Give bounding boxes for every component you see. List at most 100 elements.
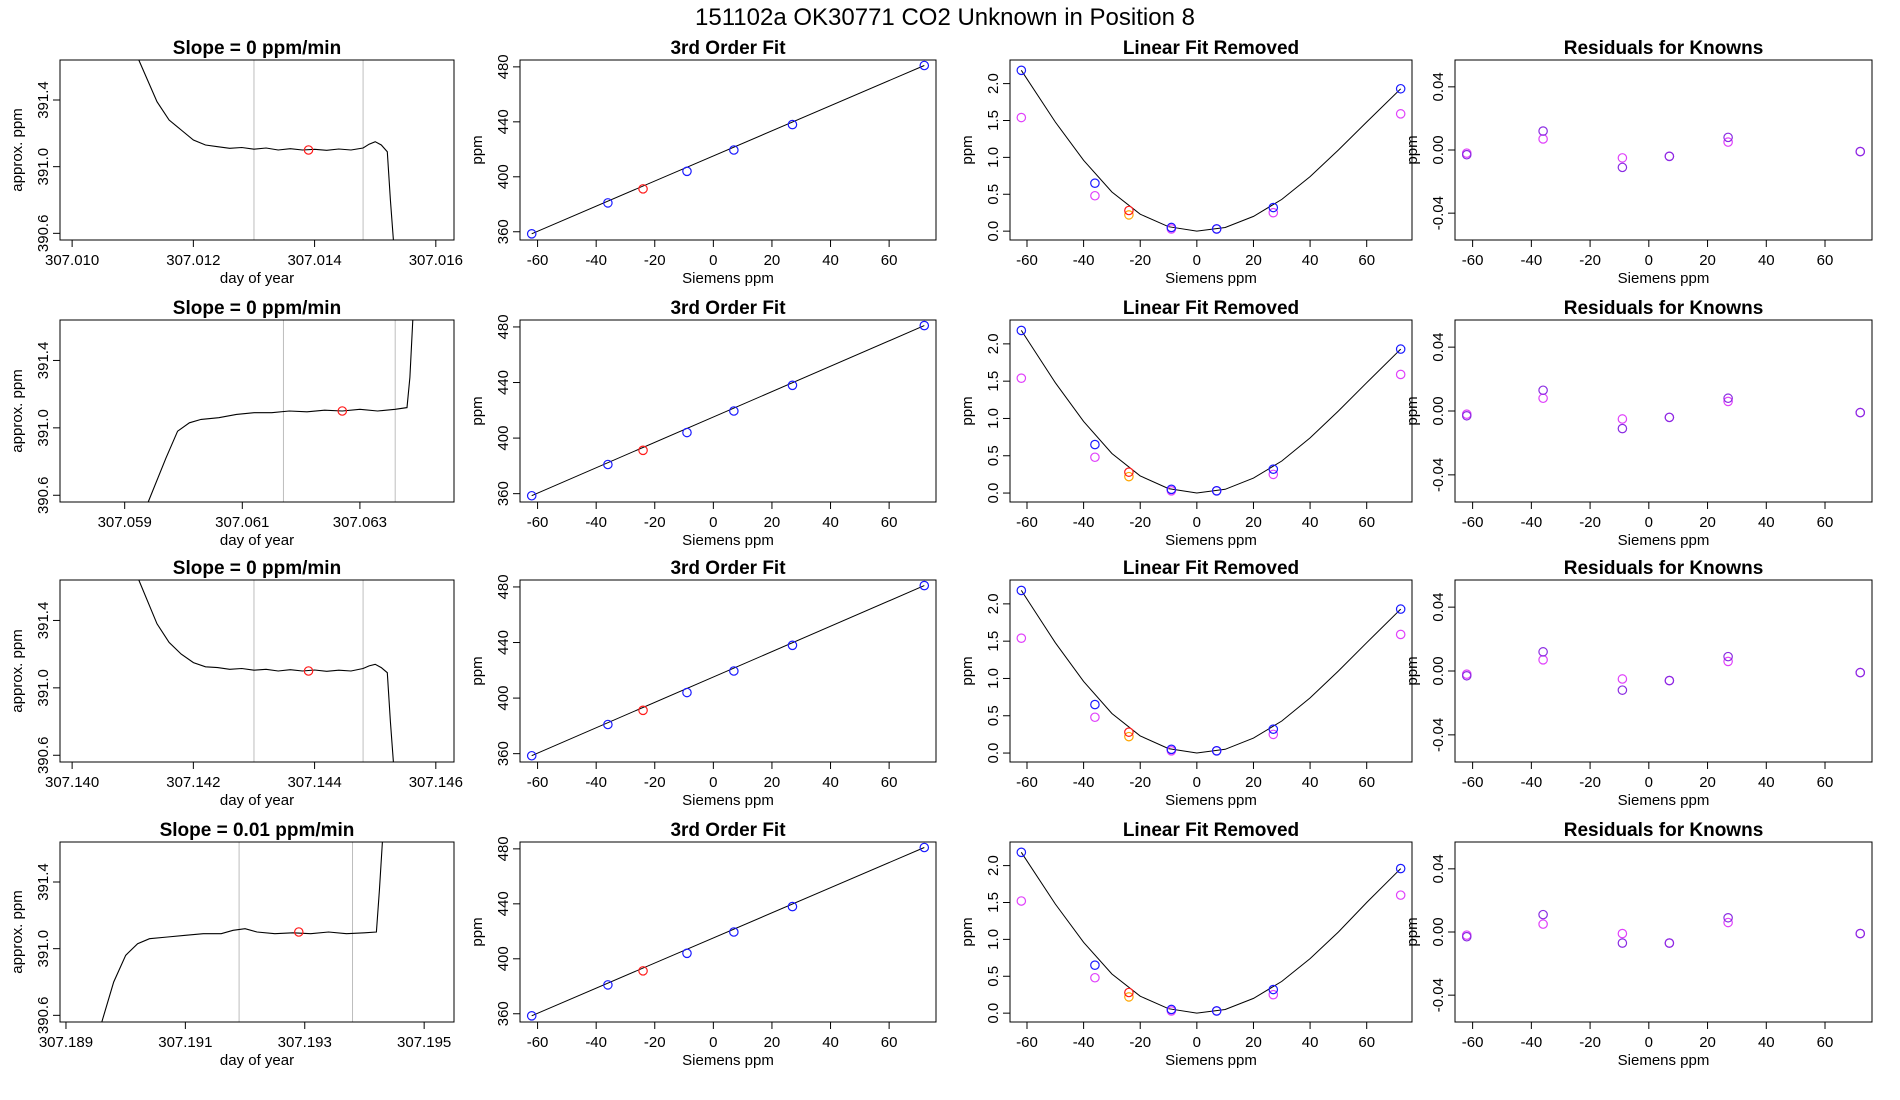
x-tick-label: 20 xyxy=(1245,774,1262,791)
y-tick-label: 1.5 xyxy=(985,110,1002,131)
x-tick-label: -40 xyxy=(1521,1034,1543,1051)
known-point xyxy=(1016,325,1027,336)
x-tick-label: -60 xyxy=(1462,514,1484,531)
x-axis-label: Siemens ppm xyxy=(1618,792,1710,809)
y-tick-label: 390.6 xyxy=(35,476,52,514)
fit-line xyxy=(531,585,925,757)
known-point xyxy=(603,980,613,990)
x-tick-label: 60 xyxy=(1358,1034,1375,1051)
residual-point xyxy=(1723,912,1733,923)
panel-title: Slope = 0.01 ppm/min xyxy=(160,820,355,841)
known-point xyxy=(682,166,692,177)
y-tick-label: -0.04 xyxy=(1430,718,1447,752)
y-tick-label: 480 xyxy=(495,574,512,599)
y-axis-label: ppm xyxy=(1404,917,1421,946)
known-point-alt xyxy=(1090,712,1100,723)
plot-area xyxy=(101,842,383,1022)
x-tick-label: 20 xyxy=(1245,514,1262,531)
x-tick-label: 20 xyxy=(1699,774,1716,791)
mean-marker xyxy=(293,927,304,937)
panel-linfit-4: Linear Fit Removed -60 -40 -20 0 20 40 60 0.0 0.5… xyxy=(959,820,1413,1069)
x-tick-label: 307.140 xyxy=(45,774,99,791)
residual-point-alt xyxy=(1538,393,1548,404)
plot-frame xyxy=(1009,59,1413,241)
x-tick-label: 60 xyxy=(1817,252,1834,269)
panel-resid-4: Residuals for Knowns -60 -40 -20 0 20 40 60 -0.0… xyxy=(1404,820,1873,1069)
panel-title: 3rd Order Fit xyxy=(670,298,786,319)
known-point-alt xyxy=(1090,972,1100,983)
plot-frame xyxy=(59,841,455,1023)
y-tick-label: 1.5 xyxy=(985,631,1002,652)
panel-title: 3rd Order Fit xyxy=(670,38,786,59)
y-tick-label: 0.04 xyxy=(1430,854,1447,883)
panel-trace-3: Slope = 0 ppm/min 307.140 307.142 307.144 30… xyxy=(9,558,463,809)
residual-point-alt xyxy=(1723,917,1733,928)
unknown-point xyxy=(1124,987,1134,998)
known-point xyxy=(1090,699,1100,710)
y-tick-label: 391.4 xyxy=(35,863,52,901)
known-point-alt xyxy=(1268,989,1279,1000)
y-tick-label: 391.0 xyxy=(35,930,52,968)
plot-area xyxy=(138,60,394,240)
x-tick-label: 40 xyxy=(1302,252,1319,269)
x-tick-label: 40 xyxy=(1758,774,1775,791)
x-tick-label: 307.012 xyxy=(166,252,220,269)
known-point-alt xyxy=(1016,373,1027,383)
x-tick-label: 40 xyxy=(1758,514,1775,531)
known-point-alt xyxy=(1016,896,1027,906)
plot-frame xyxy=(1454,579,1873,763)
known-point-alt xyxy=(1268,729,1279,740)
figure-title: 151102a OK30771 CO2 Unknown in Position … xyxy=(695,4,1195,31)
known-point-alt xyxy=(1016,112,1027,123)
residual-point-alt xyxy=(1617,153,1628,163)
y-tick-label: 0.0 xyxy=(985,1003,1002,1024)
plot-frame xyxy=(519,319,937,503)
x-tick-label: -60 xyxy=(1016,514,1038,531)
panel-linfit-1: Linear Fit Removed -60 -40 -20 0 20 40 60 0.0 0.5… xyxy=(959,38,1413,287)
x-tick-label: -20 xyxy=(1129,252,1151,269)
plot-frame xyxy=(1009,841,1413,1023)
unknown-point xyxy=(638,445,648,456)
y-tick-label: 0.0 xyxy=(985,743,1002,764)
panel-title: Slope = 0 ppm/min xyxy=(173,38,341,59)
y-tick-label: 0.00 xyxy=(1430,656,1447,685)
x-tick-label: -40 xyxy=(1521,514,1543,531)
y-tick-label: 391.0 xyxy=(35,148,52,186)
x-tick-label: 40 xyxy=(1758,252,1775,269)
residual-point-alt xyxy=(1538,655,1548,665)
x-tick-label: 40 xyxy=(822,514,839,531)
plot-frame xyxy=(519,579,937,763)
x-tick-label: -60 xyxy=(527,1034,549,1051)
residual-point-alt xyxy=(1723,656,1733,667)
x-axis-label: Siemens ppm xyxy=(1618,532,1710,549)
panel-title: Linear Fit Removed xyxy=(1123,298,1299,319)
residual-point xyxy=(1461,931,1472,942)
plot-area xyxy=(138,580,394,762)
panel-title: 3rd Order Fit xyxy=(670,820,786,841)
unknown-point xyxy=(638,184,648,194)
x-tick-label: 40 xyxy=(822,1034,839,1051)
known-point xyxy=(526,750,537,761)
y-tick-label: -0.04 xyxy=(1430,978,1447,1012)
x-tick-label: 307.193 xyxy=(278,1034,332,1051)
x-tick-label: 20 xyxy=(764,252,781,269)
plot-area xyxy=(1461,126,1866,173)
x-tick-label: 307.189 xyxy=(39,1034,93,1051)
y-tick-label: 391.4 xyxy=(35,602,52,640)
panel-resid-3: Residuals for Knowns -60 -40 -20 0 20 40 60 -0.0… xyxy=(1404,558,1873,809)
known-point xyxy=(1211,224,1222,234)
y-tick-label: 2.0 xyxy=(985,855,1002,876)
known-point xyxy=(919,842,930,853)
panel-linfit-2: Linear Fit Removed -60 -40 -20 0 20 40 60 0.0 0.5… xyxy=(959,298,1413,549)
y-tick-label: 440 xyxy=(495,630,512,655)
x-tick-label: -60 xyxy=(1016,1034,1038,1051)
known-point xyxy=(919,580,930,591)
x-axis-label: day of year xyxy=(220,1052,294,1069)
known-point xyxy=(526,229,537,239)
known-point-alt xyxy=(1268,469,1279,480)
y-tick-label: 400 xyxy=(495,686,512,711)
y-tick-label: 2.0 xyxy=(985,333,1002,354)
known-point-alt xyxy=(1395,109,1406,119)
x-axis-label: day of year xyxy=(220,792,294,809)
x-tick-label: -40 xyxy=(1521,774,1543,791)
